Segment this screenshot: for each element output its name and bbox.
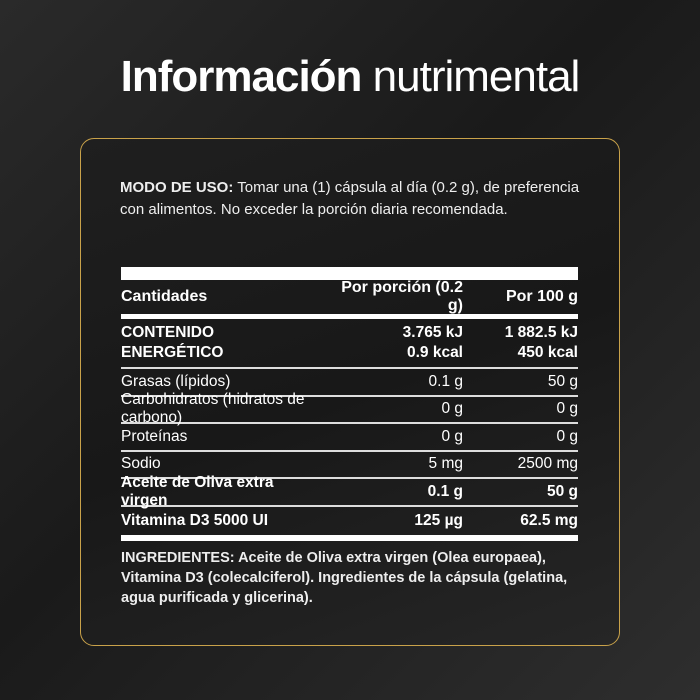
row-per100: 50 g <box>547 372 578 390</box>
row-per100: 2500 mg <box>517 455 578 473</box>
energy-label-2: ENERGÉTICO <box>121 344 224 361</box>
row-name: Aceite de Oliva extra virgen <box>121 473 274 509</box>
top-bar <box>121 267 578 280</box>
row-per100: 62.5 mg <box>520 511 578 529</box>
energy-portion-kj: 3.765 kJ <box>402 324 463 341</box>
title-bold: Información <box>120 52 363 101</box>
page-title: Información nutrimental <box>0 52 700 102</box>
row-name: Carbohidratos (hidratos de carbono) <box>121 391 305 427</box>
row-per100: 0 g <box>556 427 578 445</box>
energy-portion-kcal: 0.9 kcal <box>406 344 463 361</box>
row-name: Vitamina D3 5000 UI <box>121 511 269 529</box>
usage-text: Tomar una (1) cápsula al día (0.2 g), de… <box>120 179 580 218</box>
row-name: Grasas (lípidos) <box>121 372 231 390</box>
nutrition-panel <box>80 138 620 646</box>
row-portion: 0.1 g <box>428 372 463 390</box>
header-portion: Por porción (0.2 g) <box>341 279 463 314</box>
row-name: Proteínas <box>121 427 188 445</box>
energy-per100-kcal: 450 kcal <box>517 344 578 361</box>
row-portion: 0 g <box>441 427 463 445</box>
table-row: Grasas (lípidos) 0.1 g 50 g <box>121 369 578 397</box>
table-header: Cantidades Por porción (0.2 g) Por 100 g <box>121 279 578 319</box>
row-name: Sodio <box>121 455 161 473</box>
header-cantidades: Cantidades <box>121 288 208 305</box>
energy-label-1: CONTENIDO <box>121 324 214 341</box>
table-row: Sodio 5 mg 2500 mg <box>121 452 578 479</box>
usage-instructions: MODO DE USO: Tomar una (1) cápsula al dí… <box>120 177 582 221</box>
energy-row: CONTENIDO ENERGÉTICO 3.765 kJ 0.9 kcal 1 8… <box>121 319 578 369</box>
table-row: Aceite de Oliva extra virgen 0.1 g 50 g <box>121 474 578 509</box>
energy-per100-kj: 1 882.5 kJ <box>504 324 578 341</box>
row-portion: 0.1 g <box>427 482 463 500</box>
ingredients-text: INGREDIENTES: Aceite de Oliva extra virg… <box>121 550 568 606</box>
header-per100: Por 100 g <box>505 288 578 305</box>
table-row: Vitamina D3 5000 UI 125 µg 62.5 mg <box>121 507 578 535</box>
usage-label: MODO DE USO: <box>120 179 234 196</box>
row-portion: 125 µg <box>414 511 463 529</box>
row-per100: 0 g <box>556 400 578 418</box>
table-row: Proteínas 0 g 0 g <box>121 424 578 452</box>
nutrition-table: Cantidades Por porción (0.2 g) Por 100 g… <box>121 267 578 541</box>
row-portion: 5 mg <box>428 455 463 473</box>
table-row: Carbohidratos (hidratos de carbono) 0 g … <box>121 391 578 426</box>
row-per100: 50 g <box>546 482 578 500</box>
row-portion: 0 g <box>441 400 463 418</box>
title-light: nutrimental <box>372 52 581 101</box>
bottom-bar <box>121 534 578 541</box>
